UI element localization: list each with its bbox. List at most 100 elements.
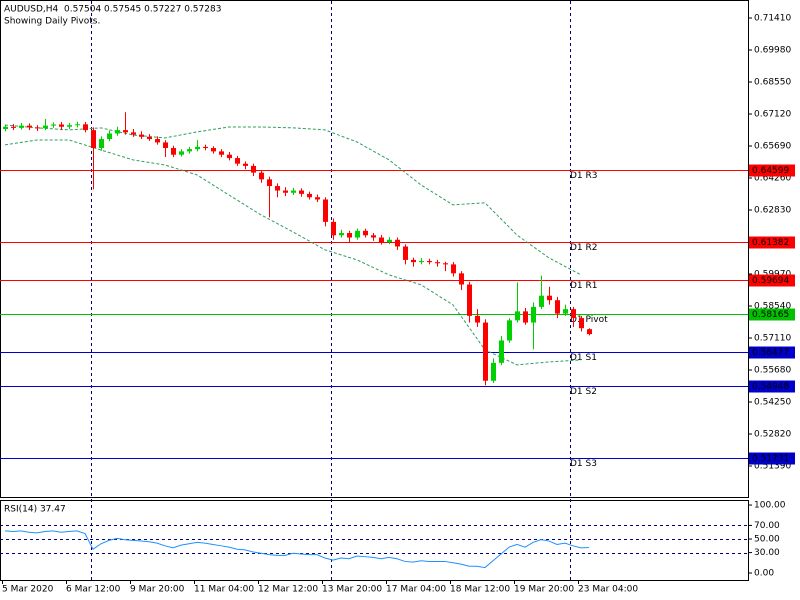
- candle-body: [387, 239, 392, 242]
- pivot-label: D1 S1: [570, 353, 597, 363]
- y-tick-label: 0.55680: [754, 366, 791, 376]
- chart-header: AUDUSD,H4 0.57504 0.57545 0.57227 0.5728…: [4, 5, 221, 15]
- candle-body: [235, 158, 240, 164]
- candle-body: [75, 124, 80, 126]
- pivot-price: 0.64599: [752, 166, 789, 176]
- candle-body: [203, 146, 208, 149]
- pivot-price-box: [749, 380, 795, 393]
- candle-body: [475, 315, 480, 323]
- y-tick-label: 0.69980: [754, 45, 791, 55]
- candle-body: [339, 233, 344, 236]
- candle-body: [19, 125, 24, 128]
- y-tick-label: 0.54250: [754, 398, 791, 408]
- candle-body: [363, 230, 368, 236]
- candle-body: [443, 263, 448, 265]
- candle-body: [299, 190, 304, 194]
- candle-body: [83, 124, 88, 131]
- rsi-line: [4, 530, 590, 569]
- x-tick-label: 18 Mar 12:00: [450, 585, 510, 595]
- chart-subtitle: Showing Daily Pivots.: [4, 17, 100, 27]
- candle-body: [147, 136, 152, 140]
- candle-body: [587, 329, 592, 335]
- candle-body: [51, 124, 56, 126]
- rsi-y-tick-label: 30.00: [754, 548, 780, 558]
- candle-body: [131, 132, 136, 135]
- rsi-title: RSI(14) 37.47: [4, 505, 66, 515]
- pivot-price-box: [749, 452, 795, 465]
- y-tick-label: 0.51390: [754, 462, 791, 472]
- candle-body: [283, 190, 288, 193]
- rsi-y-tick-label: 100.00: [754, 501, 786, 511]
- candle-body: [555, 300, 560, 314]
- candle-body: [395, 239, 400, 247]
- candle-body: [195, 146, 200, 150]
- pivot-label: D1 S3: [570, 459, 597, 469]
- candle-body: [275, 186, 280, 191]
- candle-body: [411, 259, 416, 263]
- candle-body: [307, 193, 312, 198]
- candle-body: [523, 311, 528, 323]
- candle-body: [483, 322, 488, 381]
- candle-body: [67, 125, 72, 127]
- y-tick-label: 0.67120: [754, 109, 791, 119]
- candle-body: [171, 148, 176, 155]
- candle-body: [515, 311, 520, 321]
- candle-body: [99, 139, 104, 149]
- pivot-price: 0.56477: [752, 348, 789, 358]
- candle-body: [107, 133, 112, 140]
- y-tick-label: 0.57110: [754, 334, 791, 344]
- pivot-price-box: [749, 308, 795, 321]
- candle-body: [3, 126, 8, 129]
- candle-body: [403, 246, 408, 260]
- candle-body: [435, 262, 440, 264]
- candle-body: [507, 320, 512, 341]
- candle-body: [379, 237, 384, 242]
- candle-body: [347, 233, 352, 238]
- candle-body: [115, 130, 120, 134]
- candle-body: [251, 165, 256, 173]
- pivot-price-box: [749, 164, 795, 177]
- y-tick-label: 0.64260: [754, 173, 791, 183]
- candle-body: [35, 127, 40, 129]
- x-tick-label: 23 Mar 04:00: [578, 585, 638, 595]
- candle-body: [211, 148, 216, 152]
- pivot-price-box: [749, 274, 795, 287]
- candle-body: [315, 197, 320, 200]
- candle-body: [139, 134, 144, 137]
- y-tick-label: 0.52820: [754, 430, 791, 440]
- candle-body: [219, 151, 224, 155]
- x-tick-label: 5 Mar 2020: [2, 585, 54, 595]
- pivot-label: D1 R2: [570, 243, 598, 253]
- candle-body: [27, 125, 32, 128]
- candle-body: [355, 230, 360, 238]
- candle-body: [59, 124, 64, 127]
- y-tick-label: 0.71410: [754, 13, 791, 23]
- candle-body: [43, 125, 48, 129]
- pivot-price: 0.61382: [752, 238, 789, 248]
- candle-body: [371, 235, 376, 238]
- candle-body: [539, 295, 544, 307]
- rsi-panel: [0, 500, 749, 581]
- candle-body: [427, 261, 432, 263]
- candle-body: [531, 306, 536, 323]
- pivot-price-box: [749, 346, 795, 359]
- candle-body: [459, 273, 464, 285]
- candle-body: [571, 309, 576, 319]
- y-tick-label: 0.62830: [754, 205, 791, 215]
- candle-body: [243, 163, 248, 166]
- candle-body: [467, 284, 472, 316]
- candle-body: [419, 261, 424, 263]
- x-tick-label: 6 Mar 12:00: [66, 585, 121, 595]
- candle-body: [163, 142, 168, 149]
- candle-body: [323, 199, 328, 222]
- candle-body: [331, 221, 336, 236]
- pivot-label: D1 R3: [570, 171, 598, 181]
- candle-body: [123, 130, 128, 133]
- candle-body: [259, 172, 264, 180]
- y-tick-label: 0.68550: [754, 77, 791, 87]
- candle-body: [179, 151, 184, 155]
- x-tick-label: 13 Mar 20:00: [322, 585, 382, 595]
- x-tick-label: 19 Mar 20:00: [514, 585, 574, 595]
- rsi-y-tick-label: 0.00: [754, 568, 774, 578]
